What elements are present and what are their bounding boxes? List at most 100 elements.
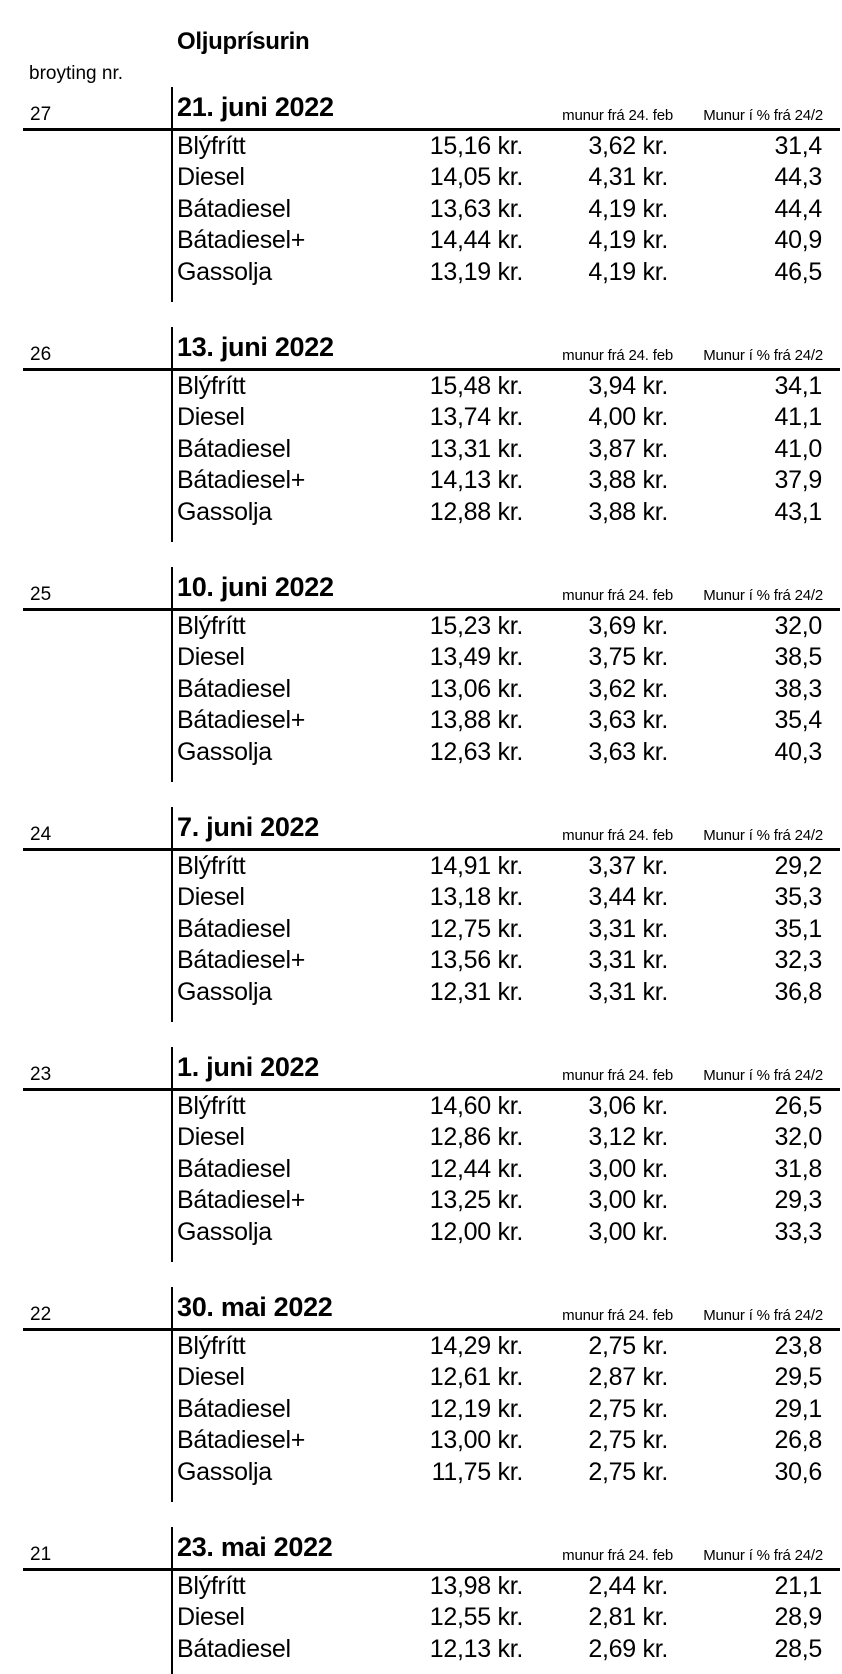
fuel-name: Bátadiesel xyxy=(177,1394,291,1423)
price-difference-percent: 31,8 xyxy=(774,1154,823,1183)
price-difference-percent: 26,8 xyxy=(774,1426,823,1455)
fuel-price: 11,75 kr. xyxy=(431,1457,524,1486)
fuel-name: Diesel xyxy=(177,1363,245,1392)
pct-column-header: Munur í % frá 24/2 xyxy=(703,827,823,844)
fuel-price-row: Blýfrítt 14,60 kr. 3,06 kr. 26,5 xyxy=(0,1091,842,1122)
section-vertical-divider xyxy=(171,327,173,542)
price-difference: 3,75 kr. xyxy=(588,643,668,672)
price-difference-percent: 43,1 xyxy=(774,497,823,526)
price-difference-percent: 46,5 xyxy=(774,257,823,286)
price-difference: 3,00 kr. xyxy=(588,1154,668,1183)
price-difference-percent: 28,5 xyxy=(774,1634,823,1663)
fuel-name: Gassolja xyxy=(177,1457,272,1486)
fuel-price: 12,31 kr. xyxy=(429,977,524,1006)
diff-column-header: munur frá 24. feb xyxy=(562,1547,673,1564)
fuel-name: Gassolja xyxy=(177,977,272,1006)
fuel-price-row: Bátadiesel 12,19 kr. 2,75 kr. 29,1 xyxy=(0,1394,842,1425)
fuel-price-row: Bátadiesel 13,06 kr. 3,62 kr. 38,3 xyxy=(0,674,842,705)
fuel-price-row: Blýfrítt 15,48 kr. 3,94 kr. 34,1 xyxy=(0,371,842,402)
price-section: 27 21. juni 2022 munur frá 24. feb Munur… xyxy=(0,87,842,302)
fuel-price: 12,19 kr. xyxy=(429,1394,524,1423)
fuel-price: 13,63 kr. xyxy=(429,194,524,223)
fuel-name: Bátadiesel xyxy=(177,674,291,703)
price-difference: 3,37 kr. xyxy=(588,852,668,880)
pct-column-header: Munur í % frá 24/2 xyxy=(703,587,823,604)
section-vertical-divider xyxy=(171,1047,173,1262)
fuel-name: Bátadiesel xyxy=(177,1154,291,1183)
price-difference: 2,87 kr. xyxy=(588,1363,668,1392)
price-difference: 2,75 kr. xyxy=(588,1426,668,1455)
price-difference: 3,00 kr. xyxy=(588,1217,668,1246)
price-difference-percent: 32,3 xyxy=(774,946,823,975)
fuel-price: 13,19 kr. xyxy=(429,257,524,286)
fuel-price-row: Diesel 14,05 kr. 4,31 kr. 44,3 xyxy=(0,162,842,193)
fuel-price: 15,16 kr. xyxy=(429,132,524,160)
price-difference-percent: 44,4 xyxy=(774,194,823,223)
change-number-label: broyting nr. xyxy=(29,63,123,84)
price-difference-percent: 29,5 xyxy=(774,1363,823,1392)
fuel-price-row: Bátadiesel 12,13 kr. 2,69 kr. 28,5 xyxy=(0,1634,842,1665)
fuel-price: 14,29 kr. xyxy=(429,1332,524,1360)
price-difference: 3,62 kr. xyxy=(588,132,668,160)
price-difference: 2,81 kr. xyxy=(588,1603,668,1632)
fuel-name: Gassolja xyxy=(177,737,272,766)
price-difference-percent: 36,8 xyxy=(774,977,823,1006)
fuel-rows: Blýfrítt 13,98 kr. 2,44 kr. 21,1 Diesel … xyxy=(0,1571,842,1665)
price-difference-percent: 29,3 xyxy=(774,1186,823,1215)
price-difference: 3,31 kr. xyxy=(588,977,668,1006)
price-difference-percent: 40,3 xyxy=(774,737,823,766)
fuel-price-row: Bátadiesel 12,75 kr. 3,31 kr. 35,1 xyxy=(0,914,842,945)
price-difference: 3,63 kr. xyxy=(588,706,668,735)
fuel-price-row: Gassolja 12,31 kr. 3,31 kr. 36,8 xyxy=(0,977,842,1008)
section-date: 23. mai 2022 xyxy=(177,1532,333,1562)
fuel-price: 14,13 kr. xyxy=(429,466,524,495)
price-difference: 3,00 kr. xyxy=(588,1186,668,1215)
fuel-name: Bátadiesel xyxy=(177,1634,291,1663)
fuel-name: Blýfrítt xyxy=(177,852,246,880)
fuel-price-row: Gassolja 13,19 kr. 4,19 kr. 46,5 xyxy=(0,257,842,288)
fuel-price-row: Gassolja 12,00 kr. 3,00 kr. 33,3 xyxy=(0,1217,842,1248)
price-difference: 2,75 kr. xyxy=(588,1332,668,1360)
fuel-name: Blýfrítt xyxy=(177,1332,246,1360)
fuel-price-row: Blýfrítt 14,29 kr. 2,75 kr. 23,8 xyxy=(0,1331,842,1362)
section-vertical-divider xyxy=(171,807,173,1022)
change-number: 22 xyxy=(30,1304,52,1325)
fuel-price: 12,13 kr. xyxy=(429,1634,524,1663)
price-difference-percent: 28,9 xyxy=(774,1603,823,1632)
price-difference: 3,06 kr. xyxy=(588,1092,668,1120)
fuel-name: Blýfrítt xyxy=(177,132,246,160)
change-number: 25 xyxy=(30,584,52,605)
price-difference-percent: 35,3 xyxy=(774,883,823,912)
fuel-price-row: Bátadiesel 13,31 kr. 3,87 kr. 41,0 xyxy=(0,434,842,465)
fuel-name: Diesel xyxy=(177,1123,245,1152)
fuel-rows: Blýfrítt 15,23 kr. 3,69 kr. 32,0 Diesel … xyxy=(0,611,842,768)
price-difference: 2,44 kr. xyxy=(588,1572,668,1600)
fuel-name: Gassolja xyxy=(177,1217,272,1246)
price-difference: 3,87 kr. xyxy=(588,434,668,463)
fuel-price: 12,88 kr. xyxy=(429,497,524,526)
price-difference: 3,62 kr. xyxy=(588,674,668,703)
fuel-price-row: Bátadiesel+ 13,88 kr. 3,63 kr. 35,4 xyxy=(0,705,842,736)
price-difference-percent: 29,1 xyxy=(774,1394,823,1423)
price-difference-percent: 40,9 xyxy=(774,226,823,255)
price-section: 25 10. juni 2022 munur frá 24. feb Munur… xyxy=(0,567,842,782)
section-horizontal-divider xyxy=(23,128,840,131)
fuel-name: Diesel xyxy=(177,1603,245,1632)
fuel-rows: Blýfrítt 15,48 kr. 3,94 kr. 34,1 Diesel … xyxy=(0,371,842,528)
section-date: 13. juni 2022 xyxy=(177,332,334,362)
fuel-price: 14,91 kr. xyxy=(429,852,524,880)
fuel-name: Bátadiesel+ xyxy=(177,706,306,735)
price-difference: 3,63 kr. xyxy=(588,737,668,766)
fuel-price-row: Bátadiesel+ 13,25 kr. 3,00 kr. 29,3 xyxy=(0,1185,842,1216)
fuel-name: Bátadiesel xyxy=(177,914,291,943)
page-title: Oljuprísurin xyxy=(177,28,310,55)
section-date: 1. juni 2022 xyxy=(177,1052,319,1082)
diff-column-header: munur frá 24. feb xyxy=(562,347,673,364)
price-section: 22 30. mai 2022 munur frá 24. feb Munur … xyxy=(0,1287,842,1502)
fuel-name: Diesel xyxy=(177,403,245,432)
price-difference-percent: 33,3 xyxy=(774,1217,823,1246)
price-section: 21 23. mai 2022 munur frá 24. feb Munur … xyxy=(0,1527,842,1674)
price-difference: 2,69 kr. xyxy=(588,1634,668,1663)
price-difference: 2,75 kr. xyxy=(588,1457,668,1486)
